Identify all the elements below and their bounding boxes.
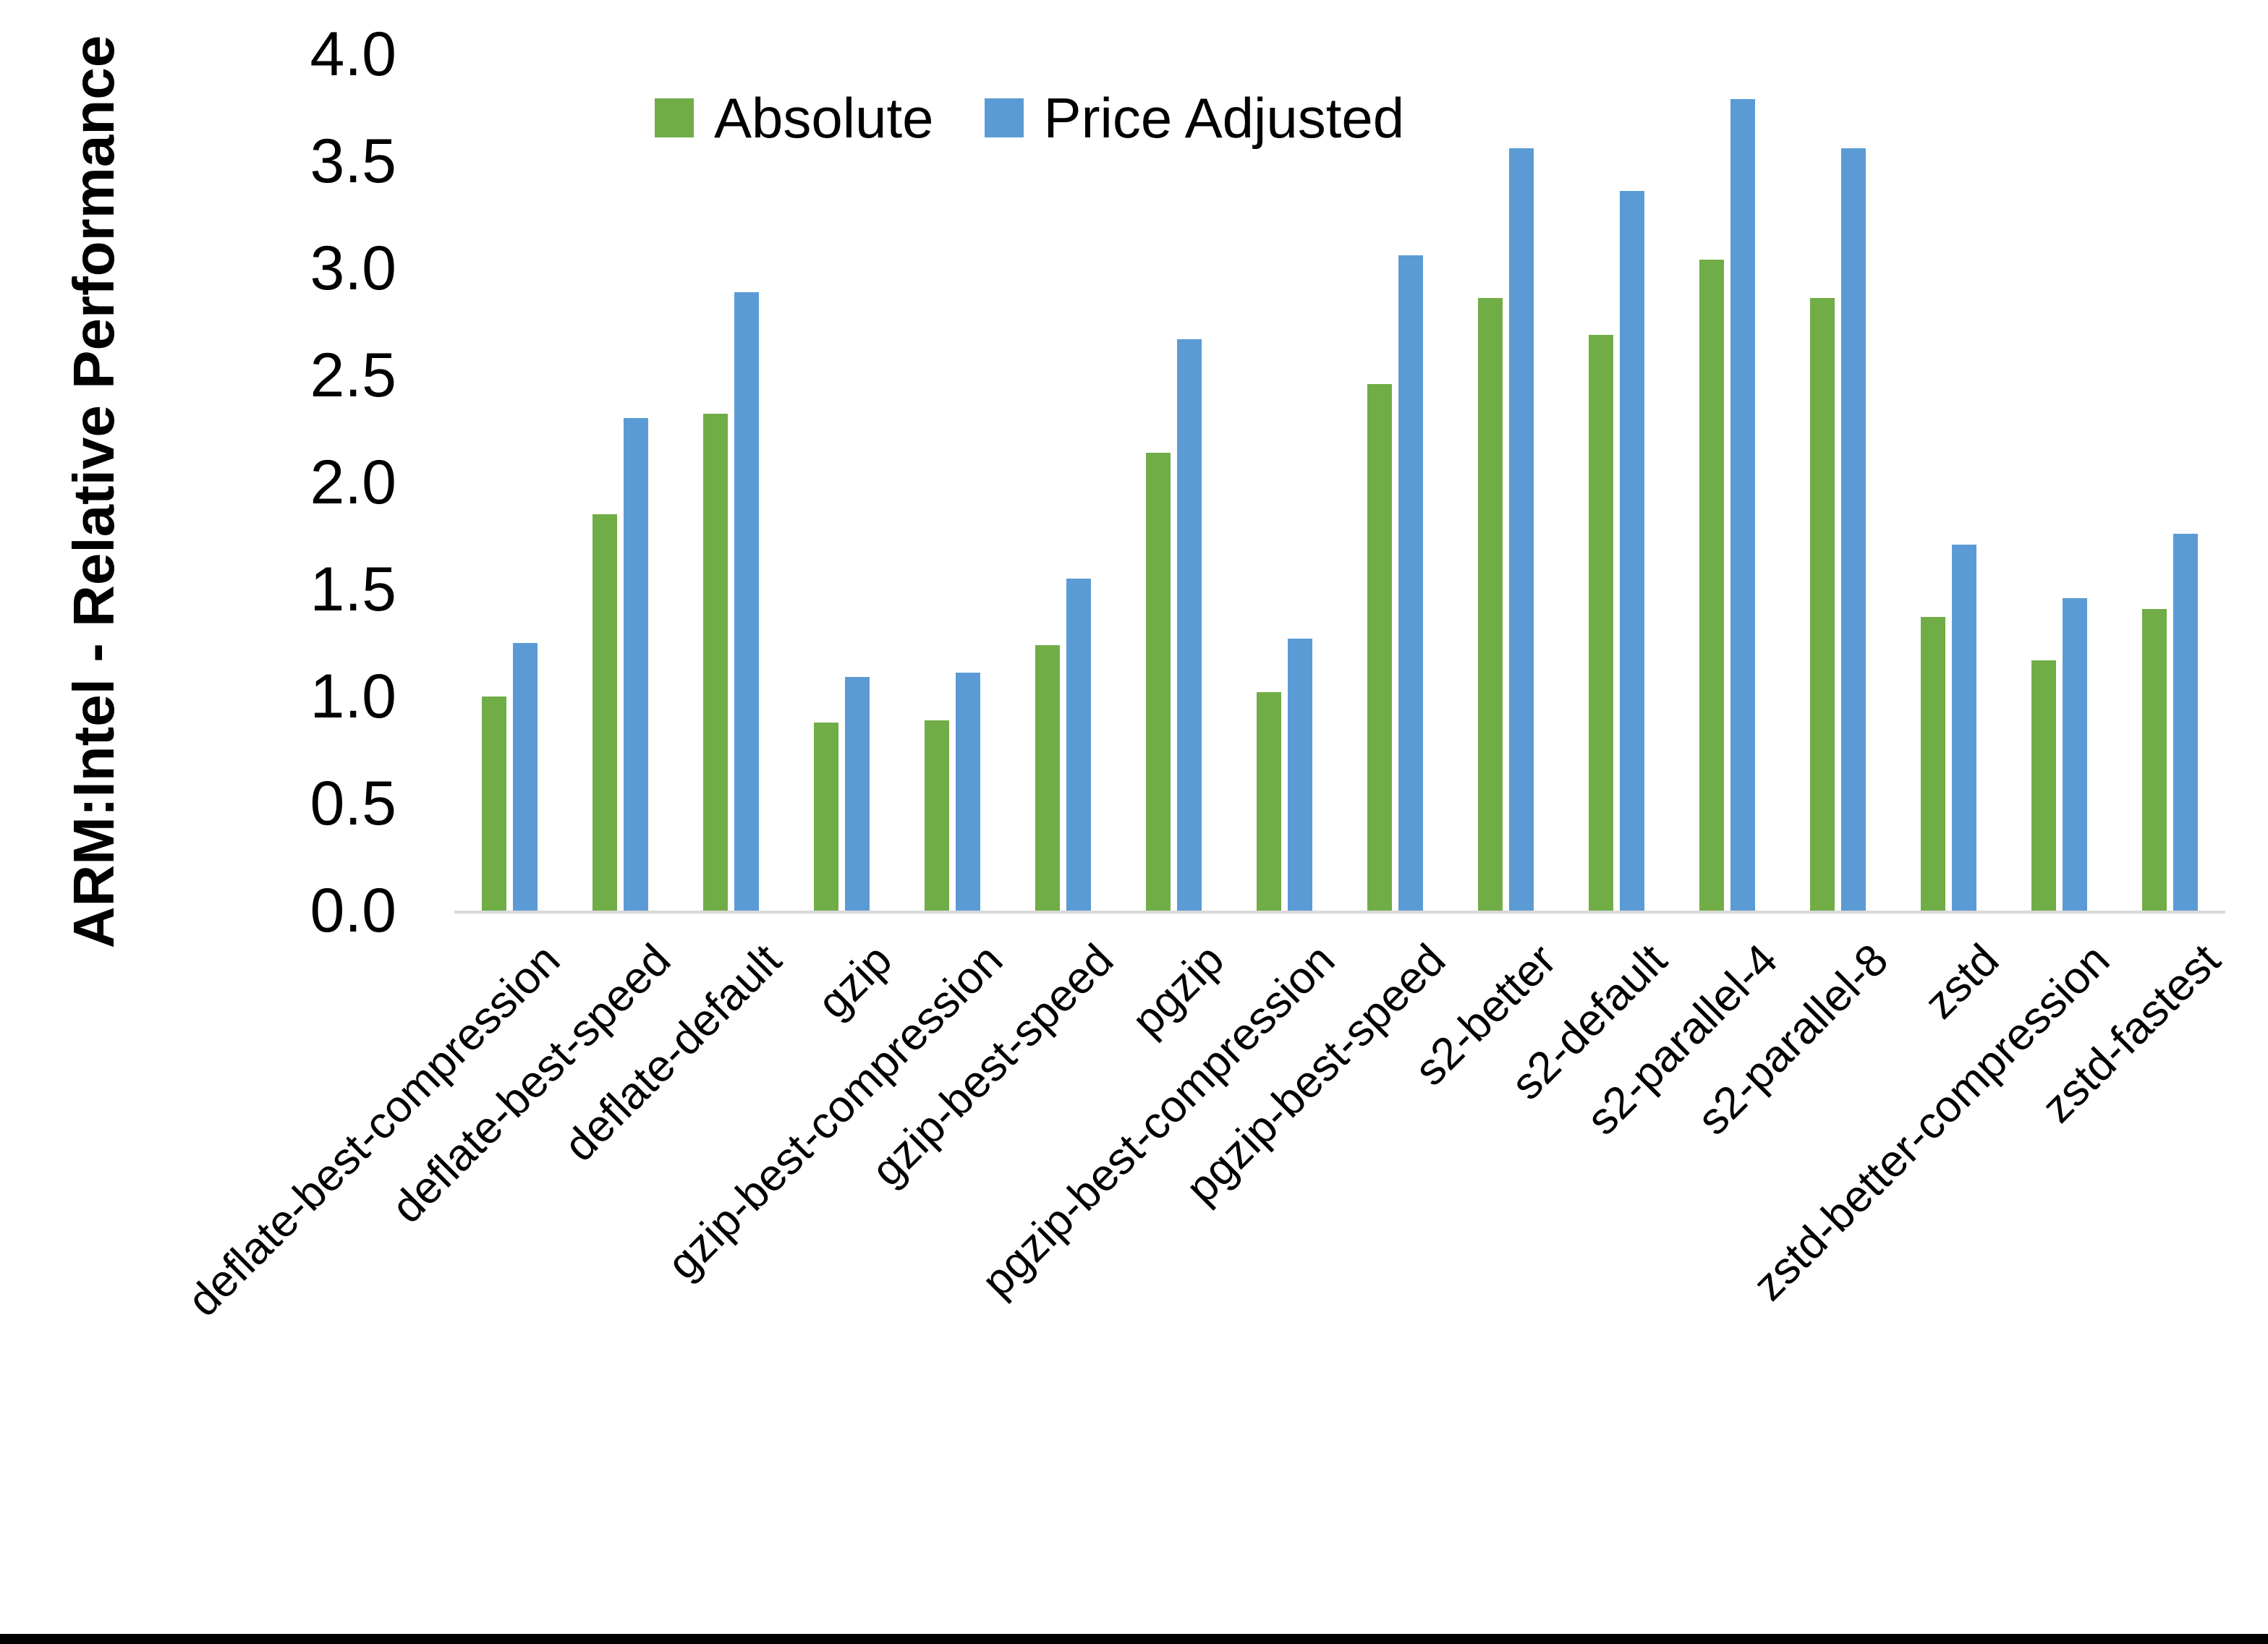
bar-absolute-pgzip-best-speed <box>1367 383 1392 911</box>
bar-price-adjusted-zstd-better-compression <box>2063 597 2087 911</box>
y-tick-label-4.0: 4.0 <box>310 20 396 89</box>
bar-price-adjusted-s2-parallel-4 <box>1730 99 1755 911</box>
y-axis-title: ARM:Intel - Relative Performance <box>61 35 126 949</box>
y-tick-label-3.0: 3.0 <box>310 234 396 303</box>
bar-price-adjusted-s2-better <box>1509 148 1534 911</box>
bar-absolute-s2-default <box>1589 334 1613 911</box>
bar-absolute-deflate-best-compression <box>482 697 506 911</box>
bar-absolute-zstd-better-compression <box>2031 660 2056 911</box>
bar-absolute-deflate-default <box>703 414 728 911</box>
legend-label-price-adjusted: Price Adjusted <box>1043 86 1405 150</box>
legend: Absolute Price Adjusted <box>655 85 1404 150</box>
bar-price-adjusted-zstd-fastest <box>2173 534 2198 911</box>
bar-price-adjusted-deflate-best-compression <box>513 643 538 911</box>
bar-price-adjusted-pgzip-best-speed <box>1398 255 1423 911</box>
bar-price-adjusted-deflate-default <box>734 291 759 911</box>
bar-absolute-gzip-best-compression <box>925 720 949 911</box>
screenshot-bottom-border <box>0 1634 2268 1644</box>
legend-swatch-absolute <box>655 98 694 137</box>
y-tick-label-0.0: 0.0 <box>310 876 396 945</box>
y-tick-label-2.5: 2.5 <box>310 341 396 410</box>
y-tick-label-1.0: 1.0 <box>310 662 396 731</box>
bar-absolute-s2-better <box>1478 298 1503 911</box>
bar-price-adjusted-pgzip <box>1177 338 1202 911</box>
bar-absolute-deflate-best-speed <box>593 514 617 911</box>
bar-absolute-zstd <box>1921 617 1945 911</box>
bar-absolute-gzip-best-speed <box>1035 644 1060 911</box>
y-tick-label-2.0: 2.0 <box>310 448 396 517</box>
bar-absolute-s2-parallel-4 <box>1699 260 1724 911</box>
y-tick-label-3.5: 3.5 <box>310 127 396 196</box>
bar-price-adjusted-pgzip-best-compression <box>1288 639 1312 911</box>
bar-price-adjusted-s2-default <box>1620 191 1644 911</box>
legend-item-absolute: Absolute <box>655 85 934 150</box>
bar-price-adjusted-s2-parallel-8 <box>1841 148 1866 911</box>
bar-absolute-zstd-fastest <box>2142 608 2167 911</box>
bar-absolute-pgzip-best-compression <box>1257 692 1281 911</box>
bar-absolute-s2-parallel-8 <box>1810 298 1835 911</box>
bar-price-adjusted-deflate-best-speed <box>624 418 648 911</box>
bar-absolute-gzip <box>814 722 838 911</box>
y-tick-label-0.5: 0.5 <box>310 769 396 838</box>
bar-price-adjusted-gzip-best-compression <box>956 673 980 911</box>
legend-swatch-price-adjusted <box>984 98 1024 137</box>
bar-price-adjusted-zstd <box>1952 544 1976 911</box>
y-tick-label-1.5: 1.5 <box>310 555 396 624</box>
legend-item-price-adjusted: Price Adjusted <box>984 85 1405 150</box>
x-axis-line <box>454 911 2225 913</box>
bar-price-adjusted-gzip <box>845 677 870 911</box>
bar-absolute-pgzip <box>1146 452 1171 911</box>
plot-area <box>454 54 2225 913</box>
legend-label-absolute: Absolute <box>714 86 934 150</box>
bar-price-adjusted-gzip-best-speed <box>1066 579 1091 911</box>
